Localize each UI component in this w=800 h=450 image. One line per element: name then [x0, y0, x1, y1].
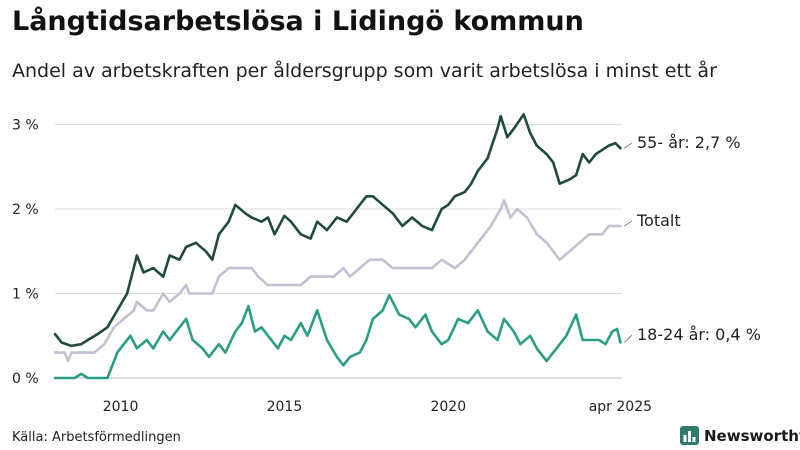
- y-tick-label: 2 %: [12, 202, 39, 218]
- chart-title: Långtidsarbetslösa i Lidingö kommun: [12, 6, 584, 37]
- chart-subtitle: Andel av arbetskraften per åldersgrupp s…: [12, 60, 717, 82]
- series-end-label: 18-24 år: 0,4 %: [637, 325, 761, 344]
- series-end-label: 55- år: 2,7 %: [637, 133, 741, 152]
- y-tick-label: 3 %: [12, 118, 39, 134]
- series-line-totalt: [53, 199, 622, 363]
- y-tick-label: 1 %: [12, 287, 39, 303]
- brand-logo: Newsworthy: [680, 426, 800, 445]
- source-note: Källa: Arbetsförmedlingen: [12, 430, 181, 445]
- x-tick-label: apr 2025: [589, 399, 652, 415]
- series-line-18-24-r: [53, 293, 622, 380]
- series-end-label: Totalt: [636, 211, 681, 230]
- y-tick-label: 0 %: [12, 371, 39, 387]
- x-tick-label: 2020: [430, 399, 466, 415]
- series-label-connector: [624, 142, 633, 149]
- x-tick-label: 2015: [267, 399, 303, 415]
- bar-chart-logo-icon: [680, 426, 699, 445]
- series-label-connector: [624, 220, 633, 227]
- series-label-connector: [624, 334, 633, 343]
- x-tick-label: 2010: [103, 399, 139, 415]
- brand-name: Newsworthy: [704, 426, 800, 445]
- series-line-55-r: [53, 113, 622, 348]
